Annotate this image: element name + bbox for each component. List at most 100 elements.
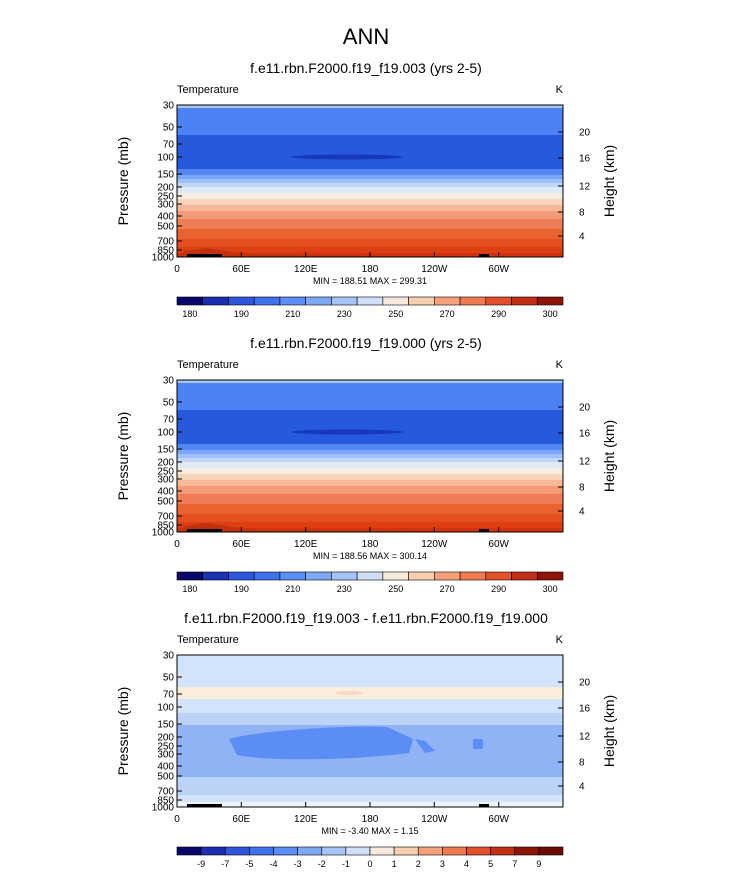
colorbar-label: 210 (285, 309, 300, 319)
y-tick-label: 1000 (152, 803, 175, 814)
y-tick-label: 150 (157, 720, 174, 731)
x-tick-label: 180 (362, 539, 379, 550)
y-tick-label: 50 (163, 123, 175, 134)
colorbar-label: 3 (440, 859, 445, 869)
y-tick-label: 500 (157, 497, 174, 508)
colorbar-label: -1 (342, 859, 350, 869)
y2-tick-label: 12 (579, 732, 591, 743)
colorbar-label: 300 (543, 309, 558, 319)
x-tick-label: 120E (294, 814, 318, 825)
y-tick-label: 200 (157, 733, 174, 744)
units-label: K (556, 359, 564, 371)
y-tick-label: 400 (157, 487, 174, 498)
y-axis-title: Pressure (mb) (115, 687, 131, 776)
y2-tick-label: 16 (579, 704, 591, 715)
colorbar-label: 250 (388, 309, 403, 319)
contour-band (177, 522, 563, 529)
y-tick-label: 300 (157, 475, 174, 486)
y-tick-label: 70 (163, 415, 175, 426)
y-tick-label: 70 (163, 140, 175, 151)
y-axis-title: Pressure (mb) (115, 412, 131, 501)
y-tick-label: 100 (157, 428, 174, 439)
colorbar-label: 290 (491, 309, 506, 319)
positive-anomaly-core (335, 691, 363, 695)
colorbar-label: 180 (182, 309, 197, 319)
colorbar-swatch (356, 296, 384, 306)
contour-band (177, 504, 563, 515)
y-tick-label: 70 (163, 690, 175, 701)
colorbar-label: -2 (318, 859, 326, 869)
y-tick-label: 700 (157, 512, 174, 523)
topography-mask (187, 804, 222, 807)
y-tick-label: 300 (157, 200, 174, 211)
colorbar-swatch (382, 571, 409, 581)
x-tick-label: 0 (174, 814, 180, 825)
x-tick-label: 120W (421, 814, 448, 825)
contour-field (177, 380, 563, 532)
colorbar-label: 210 (285, 584, 300, 594)
colorbar-swatch (485, 571, 512, 581)
colorbar-swatch (279, 296, 306, 306)
colorbar-label: -5 (245, 859, 253, 869)
colorbar-swatch (297, 846, 323, 856)
colorbar-label: -9 (197, 859, 205, 869)
colorbar-label: 230 (337, 584, 352, 594)
colorbar-label: 1 (392, 859, 397, 869)
colorbar-label: 230 (337, 309, 352, 319)
chart-panel-1: f.e11.rbn.F2000.f19_f19.003 (yrs 2-5) Tem… (115, 60, 617, 319)
y2-axis-title: Height (km) (601, 420, 617, 492)
colorbar-swatch (536, 296, 564, 306)
x-tick-label: 60E (232, 539, 250, 550)
contour-band (177, 444, 563, 451)
contour-band (177, 486, 563, 495)
page-title: ANN (343, 24, 389, 49)
topography-mask (479, 254, 489, 257)
topography-mask (187, 254, 222, 257)
x-tick-label: 0 (174, 539, 180, 550)
topography-mask (187, 529, 222, 532)
y-tick-label: 850 (157, 246, 174, 257)
units-label: K (556, 84, 564, 96)
contour-band (177, 514, 563, 523)
variable-label: Temperature (177, 84, 239, 96)
colorbar-swatch (345, 846, 371, 856)
y-tick-label: 250 (157, 742, 174, 753)
colorbar-swatch (369, 846, 395, 856)
x-tick-label: 60E (232, 814, 250, 825)
colorbar-label: 290 (491, 584, 506, 594)
min-max-stats: MIN = -3.40 MAX = 1.15 (321, 826, 418, 836)
colorbar-swatch (382, 296, 409, 306)
colorbar-swatch (490, 846, 516, 856)
contour-field (177, 105, 563, 257)
contour-band (177, 480, 563, 487)
contour-band (177, 468, 563, 475)
contour-band (177, 193, 563, 200)
colorbar-swatch (273, 846, 298, 856)
colorbar-swatch (202, 571, 229, 581)
colorbar-swatch (466, 846, 491, 856)
contour-band (177, 410, 563, 445)
y-tick-label: 150 (157, 445, 174, 456)
y-tick-label: 200 (157, 458, 174, 469)
contour-band (177, 135, 563, 170)
colorbar-swatch (393, 846, 419, 856)
colorbar-swatch (536, 571, 564, 581)
y2-tick-label: 20 (579, 403, 591, 414)
y-tick-label: 200 (157, 183, 174, 194)
contour-band (177, 179, 563, 184)
y-tick-label: 30 (163, 651, 175, 662)
negative-anomaly (229, 726, 413, 760)
y-tick-label: 400 (157, 212, 174, 223)
colorbar-label: 270 (440, 584, 455, 594)
x-tick-label: 120W (421, 264, 448, 275)
y2-tick-label: 4 (579, 507, 585, 518)
y-tick-label: 700 (157, 787, 174, 798)
y2-tick-label: 20 (579, 678, 591, 689)
y2-tick-label: 4 (579, 782, 585, 793)
chart-panel-2: f.e11.rbn.F2000.f19_f19.000 (yrs 2-5) Tem… (115, 335, 617, 594)
colorbar-swatch (331, 571, 358, 581)
y2-tick-label: 8 (579, 208, 585, 219)
colorbar-swatch (356, 571, 384, 581)
colorbar-swatch (408, 571, 435, 581)
colorbar-swatch (408, 296, 435, 306)
